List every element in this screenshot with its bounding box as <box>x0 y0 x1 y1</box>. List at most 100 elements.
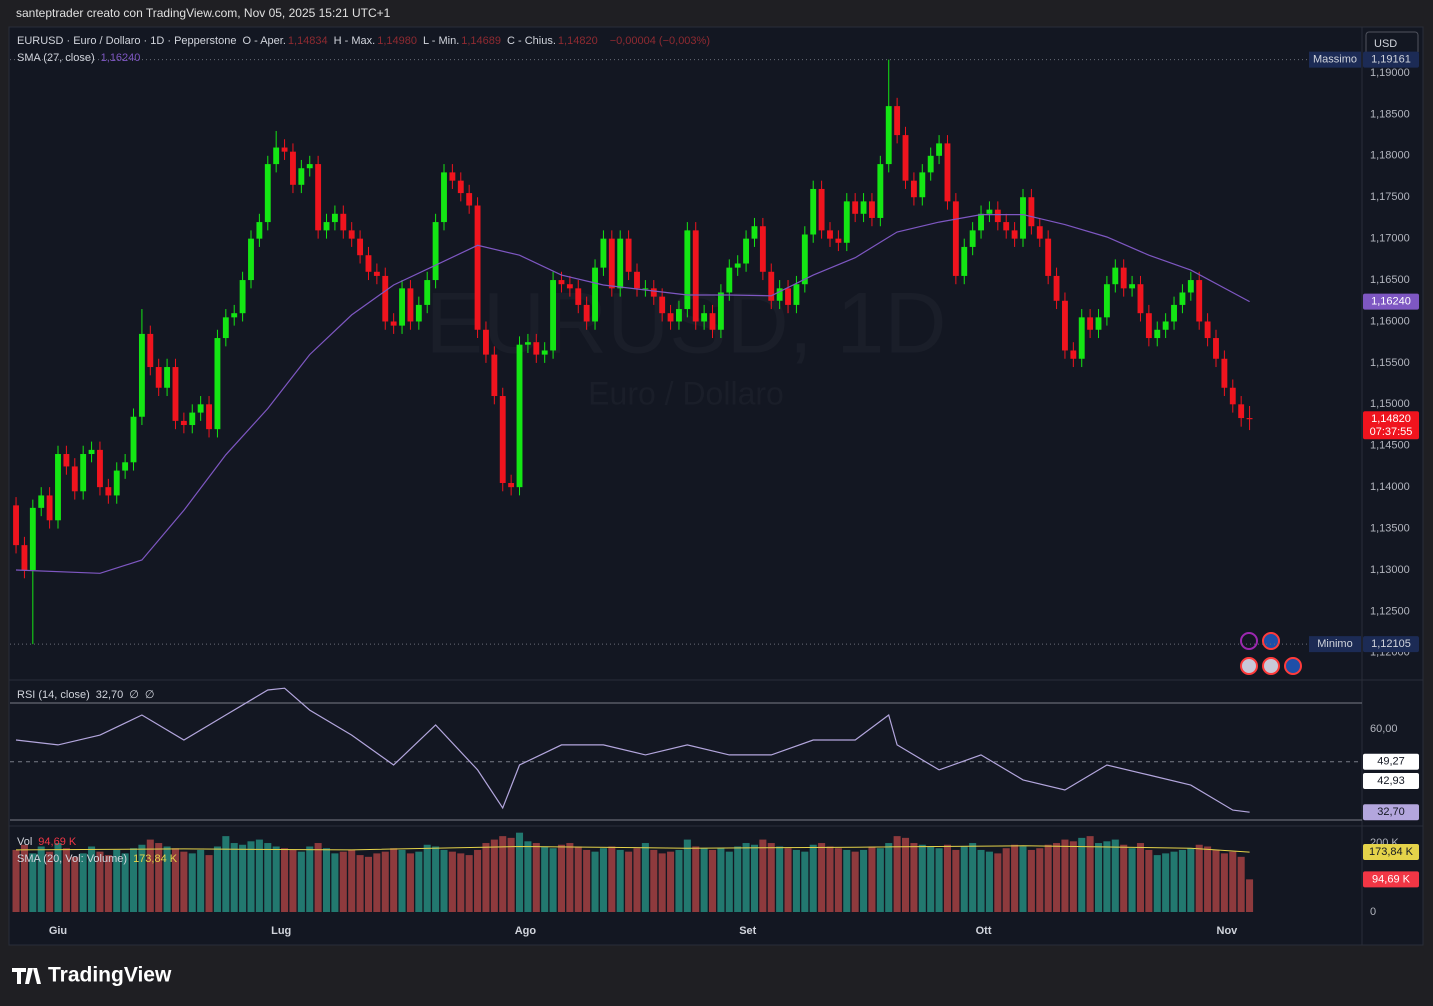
volume-bar <box>1094 843 1103 912</box>
volume-bar <box>1246 879 1254 912</box>
candle-body <box>491 354 498 397</box>
volume-bar <box>213 846 221 912</box>
logo: TradingView <box>48 964 172 987</box>
volume-bar <box>507 837 515 912</box>
volume-bar <box>784 848 792 912</box>
vol-sma-tag-bg <box>1363 844 1419 861</box>
rsi-last-tag: 32,70 <box>1377 806 1405 818</box>
candle-body <box>281 147 288 152</box>
volume-bar <box>633 848 641 912</box>
volume-bar <box>146 839 154 912</box>
event-icon[interactable] <box>1240 632 1258 650</box>
candle-body <box>1070 350 1077 359</box>
volume-bar <box>230 843 238 912</box>
x-tick-label: Ott <box>976 925 992 937</box>
candle-body <box>1129 284 1136 289</box>
candle-body <box>550 280 557 351</box>
candle-body <box>952 201 959 276</box>
volume-bar <box>801 851 809 912</box>
watermark-name: Euro / Dollaro <box>588 375 784 411</box>
candle-body <box>1045 238 1052 276</box>
event-icon[interactable] <box>1262 632 1280 650</box>
volume-bar <box>893 836 901 912</box>
ohlc-value: 1,14980 <box>377 35 417 47</box>
candle-body <box>1053 275 1060 301</box>
volume-bar <box>1229 851 1237 912</box>
volume-bar <box>62 848 70 912</box>
candle-body <box>717 292 724 330</box>
volume-bar <box>625 851 633 912</box>
candle-body <box>1062 300 1068 351</box>
logo-mark <box>12 968 41 984</box>
candle-body <box>1011 230 1018 239</box>
candle-body <box>885 106 892 165</box>
x-tick-label: Set <box>739 925 756 937</box>
candle-body <box>155 367 162 388</box>
sma-name: SMA (27, close) <box>17 52 95 64</box>
volume-bar <box>398 849 406 912</box>
volume-bar <box>1027 849 1035 912</box>
volume-bar <box>1162 853 1170 912</box>
volume-bar <box>222 836 230 912</box>
volume-bar <box>474 849 482 912</box>
candle-body <box>877 164 884 218</box>
rsi-value: 32,70 <box>95 689 124 701</box>
currency[interactable]: USD <box>1374 38 1397 50</box>
candle-body <box>38 495 45 508</box>
candle-body <box>29 507 36 570</box>
vol-last-tag: 94,69 K <box>1372 873 1411 885</box>
volume-bar <box>1145 849 1153 912</box>
candle-body <box>634 271 640 289</box>
candle-body <box>843 201 850 243</box>
candle-body <box>625 238 632 272</box>
volume-bar <box>96 851 104 912</box>
volume-bar <box>1011 844 1019 912</box>
volume-bar <box>851 851 859 912</box>
y-tick-label: 1,14500 <box>1370 440 1410 452</box>
candle-body <box>122 462 129 471</box>
y-tick-label: 1,19000 <box>1370 67 1410 79</box>
event-icon[interactable] <box>1284 657 1302 675</box>
candle-body <box>751 226 758 239</box>
event-icon[interactable] <box>1240 657 1258 675</box>
candle-body <box>189 412 196 426</box>
candle-body <box>1145 313 1152 339</box>
volume-bar <box>524 841 532 912</box>
volume-bar <box>255 839 263 912</box>
ohlc-name: L - Min. <box>422 35 460 47</box>
volume-bar <box>415 851 423 912</box>
volume-bar <box>1111 839 1119 912</box>
extreme-name: Minimo <box>1317 638 1352 650</box>
y-tick-label: 1,13500 <box>1370 522 1410 534</box>
volume-bar <box>490 839 498 912</box>
volume-bar <box>557 844 565 912</box>
x-tick-label: Ago <box>515 925 537 937</box>
event-icon[interactable] <box>1262 657 1280 675</box>
candle-body <box>1213 338 1219 359</box>
volume-bar <box>197 849 205 912</box>
volume-bar <box>1170 851 1178 912</box>
ohlc-name: C - Chius. <box>507 35 556 47</box>
x-tick-label: Lug <box>271 925 291 937</box>
candle-body <box>63 454 70 467</box>
volume-bar <box>1069 841 1077 912</box>
candle-body <box>793 284 800 305</box>
candle-body <box>516 344 523 488</box>
y-tick-label: 1,12500 <box>1370 605 1410 617</box>
last-price-tag-bg <box>1363 411 1419 440</box>
volume-bar <box>339 851 347 912</box>
candle-body <box>701 313 708 322</box>
candle-body <box>910 180 917 198</box>
sma-tag: 1,16240 <box>1371 296 1411 308</box>
y-tick-label: 60,00 <box>1370 723 1398 735</box>
candle-body <box>373 271 380 276</box>
candle-body <box>399 288 405 326</box>
volume-bar <box>1178 849 1186 912</box>
volume-bar <box>373 853 381 912</box>
volume-sma-line <box>15 845 1250 853</box>
volume-bar <box>272 846 280 912</box>
candle-body <box>592 267 598 322</box>
last-price-tag-extra: 07:37:55 <box>1370 426 1413 438</box>
volume-bar <box>541 846 549 912</box>
candle-body <box>533 342 540 355</box>
